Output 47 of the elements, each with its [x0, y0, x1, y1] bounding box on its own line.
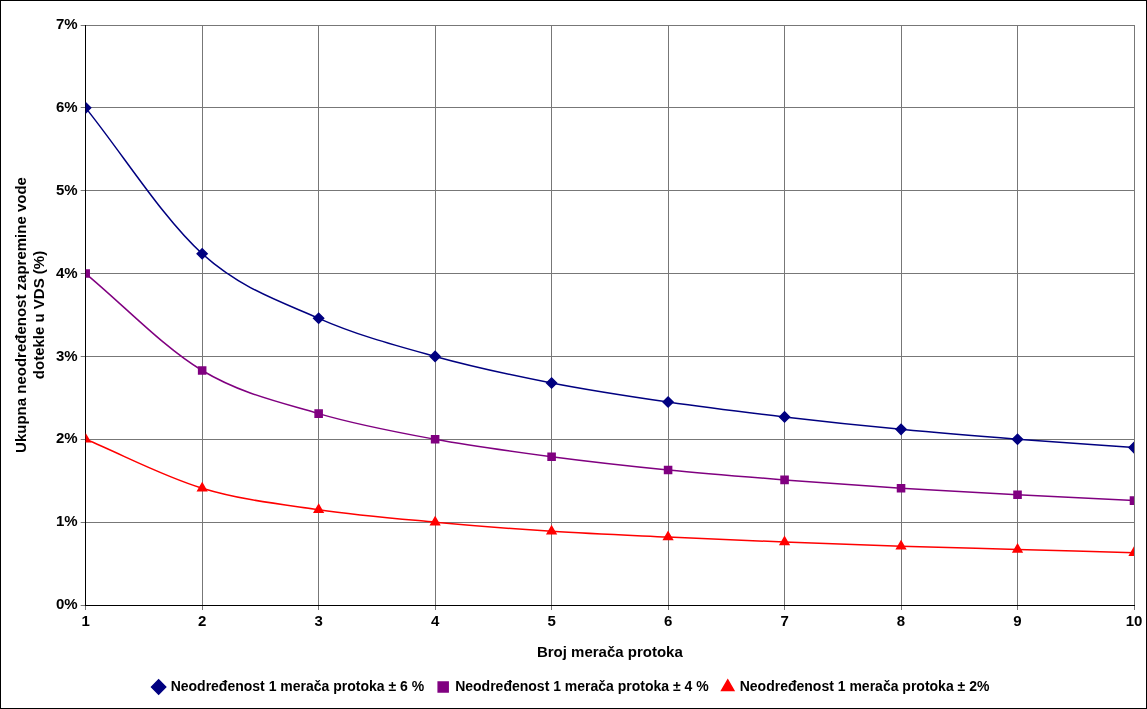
point — [547, 452, 556, 461]
point — [780, 475, 789, 485]
legend-label: Neodređenost 1 merača protoka ± 4 % — [455, 677, 710, 694]
point — [430, 516, 441, 526]
y-axis-title: Ukupna neodređenost zapremine vode dotekle u VDS (%) — [12, 177, 48, 453]
y-tick-label: 2% — [55, 429, 78, 447]
y-tick-label: 0% — [55, 595, 78, 613]
legend-label: Neodređenost 1 merača protoka ± 2% — [739, 677, 990, 694]
legend-label: Neodređenost 1 merača protoka ± 6 % — [170, 677, 425, 694]
point — [313, 503, 324, 513]
y-tick-label: 1% — [55, 512, 78, 530]
point — [896, 483, 906, 493]
x-tick-label: 5 — [547, 612, 556, 630]
point — [314, 409, 323, 418]
y-tick-label: 6% — [55, 98, 78, 115]
x-tick-label: 4 — [430, 612, 440, 630]
point — [196, 247, 208, 260]
x-axis-title: Broj merača protoka — [536, 643, 684, 661]
point — [778, 411, 791, 423]
point — [779, 536, 790, 546]
point — [1011, 433, 1024, 446]
x-tick-label: 1 — [81, 612, 90, 630]
y-tick-label: 4% — [55, 263, 78, 281]
y-tick-label: 3% — [55, 346, 78, 364]
point — [663, 465, 673, 475]
point — [546, 525, 557, 535]
x-tick-label: 9 — [1013, 612, 1022, 630]
point — [430, 435, 440, 444]
point — [429, 350, 441, 363]
point — [312, 312, 325, 325]
x-tick-label: 7 — [780, 612, 789, 630]
x-tick-label: 10 — [1125, 612, 1143, 630]
x-tick-label: 3 — [314, 612, 323, 630]
x-tick-label: 8 — [896, 612, 906, 630]
point — [1013, 490, 1022, 500]
point — [895, 423, 907, 436]
point — [197, 482, 208, 492]
point — [545, 377, 558, 389]
y-tick-label: 7% — [55, 15, 78, 33]
point — [895, 540, 907, 550]
point — [197, 366, 207, 375]
point — [662, 396, 674, 408]
y-tick-label: 5% — [55, 180, 78, 198]
point — [1012, 543, 1023, 553]
x-tick-label: 6 — [663, 612, 673, 630]
x-tick-label: 2 — [197, 612, 207, 630]
point — [663, 531, 674, 541]
